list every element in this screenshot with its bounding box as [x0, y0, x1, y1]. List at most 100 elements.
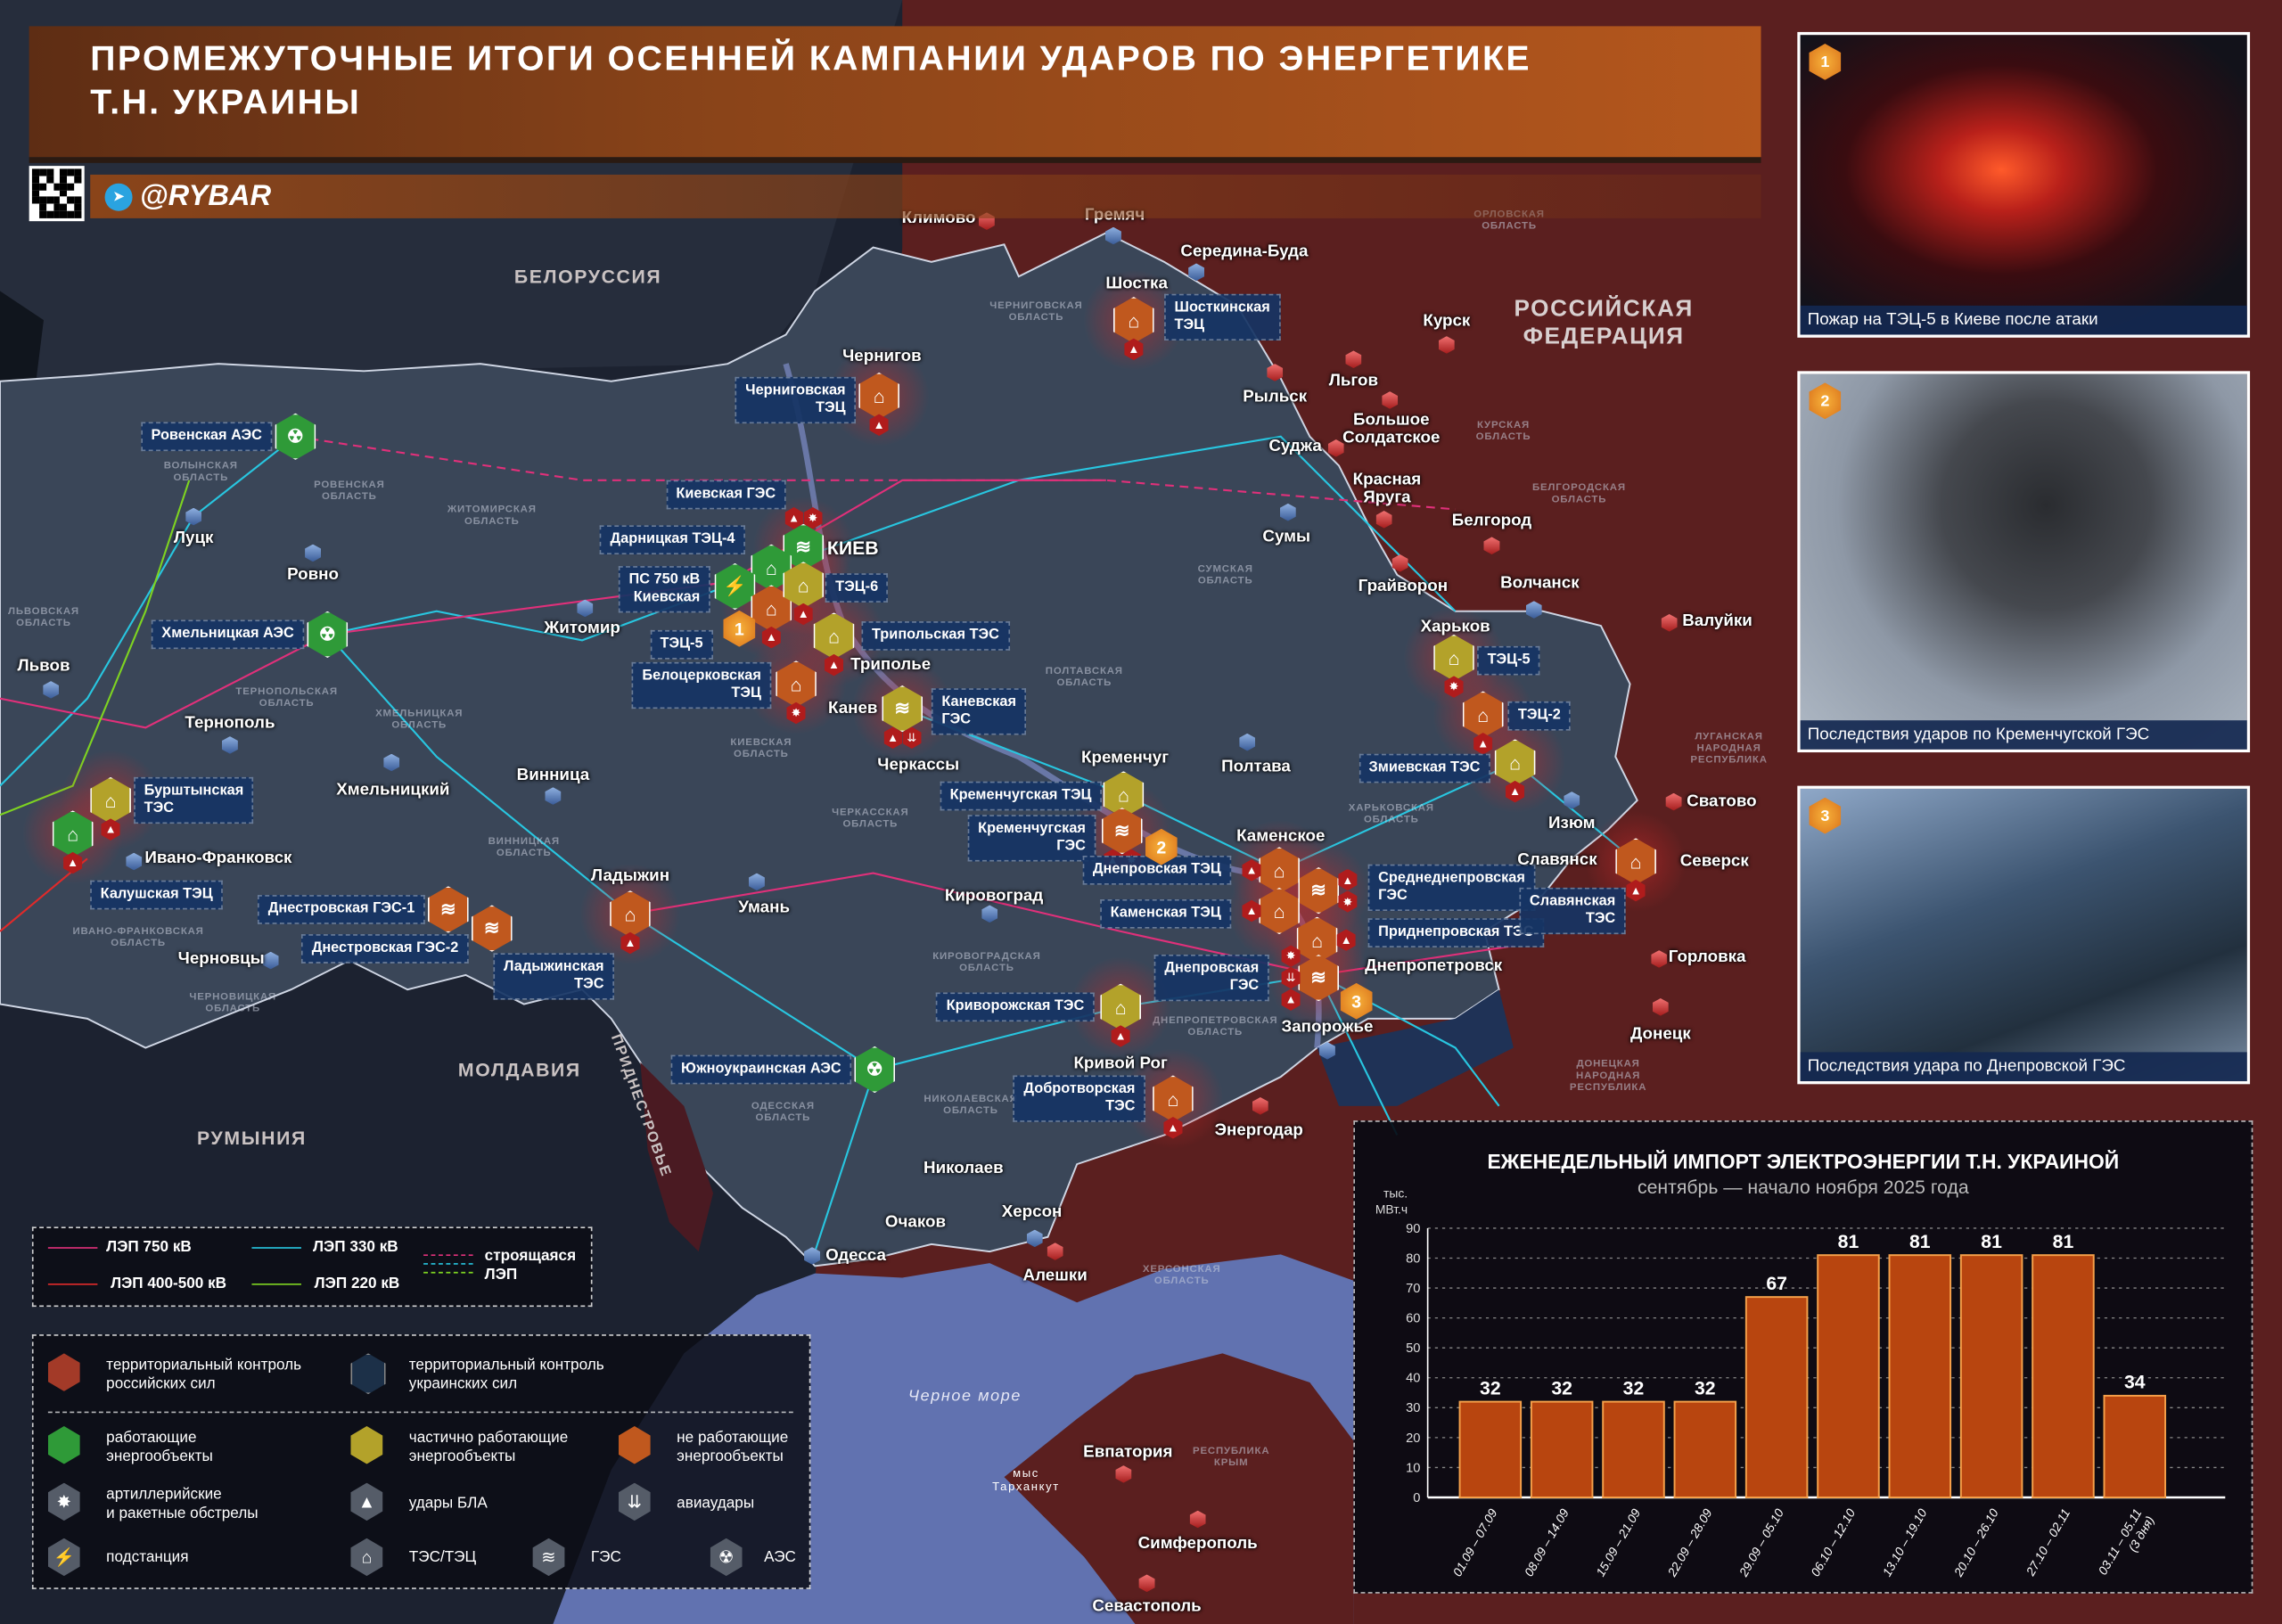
facility-label[interactable]: ТЭЦ-5: [1477, 645, 1541, 676]
facility-label[interactable]: Среднеднепровская ГЭС: [1367, 864, 1536, 912]
facility-label[interactable]: Каменская ТЭЦ: [1100, 898, 1232, 929]
qr-cell: [74, 190, 82, 198]
photo-3[interactable]: 3 Последствия удара по Днепровской ГЭС: [1797, 785, 2251, 1085]
facility-label[interactable]: Кременчугская ГЭС: [967, 815, 1096, 862]
bar: [1959, 1254, 2023, 1498]
qr-cell: [60, 210, 68, 218]
legend-line-750: ЛЭП 750 кВ: [106, 1238, 192, 1256]
city-label: Ивано-Франковск: [144, 849, 292, 868]
qr-cell: [38, 197, 46, 205]
facility-label[interactable]: Трипольская ТЭС: [861, 621, 1010, 651]
dam-icon: ≋: [1310, 879, 1327, 901]
city-label: Сумы: [1262, 528, 1311, 546]
power-plant-icon: ⌂: [1509, 751, 1521, 774]
drone-icon: ▲: [350, 1482, 383, 1521]
region-label: ХМЕЛЬНИЦКАЯ ОБЛАСТЬ: [375, 709, 464, 731]
facility-label[interactable]: Ладыжинская ТЭС: [493, 953, 614, 1000]
facility-label[interactable]: Днепровская ГЭС: [1153, 955, 1269, 1002]
dam-icon: ≋: [894, 697, 911, 719]
region-label: КИЕВСКАЯ ОБЛАСТЬ: [730, 737, 792, 760]
facility-label[interactable]: Бурштынская ТЭС: [134, 776, 254, 824]
power-line-legend: ЛЭП 750 кВ ЛЭП 330 кВ ЛЭП 400-500 кВ ЛЭП…: [31, 1226, 593, 1308]
city-marker: [1652, 997, 1669, 1016]
nuclear-icon: ☢: [286, 424, 304, 447]
drone-icon: ▲: [1473, 733, 1493, 755]
city-label: Черкассы: [877, 756, 960, 775]
ukraine-control-swatch: [350, 1353, 386, 1395]
facility-label[interactable]: Калушская ТЭЦ: [90, 880, 224, 910]
channel-bar: [90, 174, 1761, 218]
facility-label[interactable]: Криворожская ТЭС: [936, 992, 1095, 1022]
chart-title: ЕЖЕНЕДЕЛЬНЫЙ ИМПОРТ ЭЛЕКТРОЭНЕРГИИ Т.Н. …: [1487, 1149, 2120, 1173]
facility-label[interactable]: Хмельницкая АЭС: [151, 619, 305, 650]
facility-label[interactable]: Дарницкая ТЭЦ-4: [600, 525, 745, 555]
channel-handle[interactable]: @RYBAR: [139, 180, 272, 213]
region-label: ЧЕРКАССКАЯ ОБЛАСТЬ: [832, 808, 909, 830]
drone-icon: ▲: [1242, 899, 1261, 923]
drone-icon: ▲: [1124, 338, 1144, 361]
city-label: Ровно: [287, 566, 339, 584]
facility-label[interactable]: Белоцерковская ТЭЦ: [631, 661, 772, 709]
nuclear-icon: ☢: [318, 622, 336, 645]
bar: [1888, 1254, 1952, 1498]
facility-label[interactable]: Киевская ГЭС: [665, 480, 786, 510]
facility-label[interactable]: Днепровская ТЭЦ: [1082, 855, 1232, 885]
facility-label[interactable]: Днестровская ГЭС-2: [301, 934, 469, 964]
qr-code-icon[interactable]: [29, 166, 85, 222]
facility-label[interactable]: Приднепровская ТЭС: [1367, 918, 1544, 947]
power-plant-icon: ⌂: [624, 903, 636, 925]
photo-2[interactable]: 2 Последствия ударов по Кременчугской ГЭ…: [1797, 371, 2251, 753]
photo-1[interactable]: 1 Пожар на ТЭЦ-5 в Киеве после атаки: [1797, 31, 2251, 338]
drone-icon: ▲: [63, 851, 83, 874]
city-marker: [1239, 733, 1256, 751]
city-label: Черновцы: [177, 950, 265, 968]
facility-label[interactable]: Ровенская АЭС: [141, 422, 273, 452]
qr-cell: [53, 210, 61, 218]
city-label: Кременчуг: [1081, 749, 1170, 767]
facility-label[interactable]: Кременчугская ТЭЦ: [940, 781, 1102, 811]
city-label: Винница: [516, 767, 590, 784]
qr-cell: [53, 197, 61, 205]
facility-label[interactable]: Черниговская ТЭЦ: [735, 376, 856, 424]
legend-airstrike: авиаудары: [677, 1494, 755, 1513]
city-label: Львов: [17, 657, 70, 676]
city-label: Полтава: [1221, 758, 1291, 776]
drone-icon: ▲: [1242, 859, 1261, 882]
country-label: мыс Тарханкут: [992, 1466, 1060, 1494]
region-label: РЕСПУБЛИКА КРЫМ: [1193, 1446, 1270, 1469]
power-plant-icon: ⌂: [765, 597, 777, 619]
bar-value-label: 32: [1695, 1378, 1716, 1398]
facility-label[interactable]: Змиевская ТЭС: [1359, 753, 1490, 783]
facility-label[interactable]: ТЭЦ-2: [1507, 701, 1572, 731]
facility-label[interactable]: ТЭЦ-5: [650, 629, 713, 660]
qr-cell: [45, 210, 53, 218]
legend-line-400: ЛЭП 400-500 кВ: [111, 1275, 227, 1292]
legend-line-220: ЛЭП 220 кВ: [314, 1275, 400, 1292]
facility-label[interactable]: Шосткинская ТЭЦ: [1164, 293, 1281, 341]
photo-reference-marker[interactable]: 1: [723, 610, 756, 647]
city-label: Ладыжин: [590, 867, 670, 885]
city-label: Суджа: [1268, 438, 1322, 456]
facility-label[interactable]: Днестровская ГЭС-1: [258, 895, 425, 924]
y-tick-label: 90: [1406, 1222, 1420, 1236]
power-plant-icon: ⌂: [1167, 1087, 1179, 1110]
facility-label[interactable]: ТЭЦ-6: [825, 573, 889, 603]
pridnestrovie-area: [640, 1062, 713, 1252]
facility-label[interactable]: Добротворская ТЭС: [1013, 1075, 1145, 1122]
x-tick-label: 20.10 – 26.10: [1950, 1506, 2001, 1580]
telegram-icon[interactable]: ➤: [104, 183, 133, 211]
city-label: Изюм: [1547, 815, 1596, 833]
city-label: КИЕВ: [826, 537, 879, 559]
country-label: РОССИЙСКАЯ ФЕДЕРАЦИЯ: [1514, 297, 1694, 349]
x-tick-label-line: 20.10 – 26.10: [1950, 1506, 2001, 1580]
facility-label[interactable]: ПС 750 кВ Киевская: [619, 566, 710, 613]
qr-cell: [45, 183, 53, 191]
facility-label[interactable]: Славянская ТЭС: [1519, 887, 1626, 935]
bar-value-label: 81: [1909, 1232, 1931, 1252]
bomb-icon: ⇊: [618, 1482, 651, 1521]
facility-label[interactable]: Южноукраинская АЭС: [670, 1054, 852, 1085]
region-label: ЛУГАНСКАЯ НАРОДНАЯ РЕСПУБЛИКА: [1690, 732, 1768, 766]
city-label: Волчанск: [1500, 574, 1580, 593]
facility-label[interactable]: Каневская ГЭС: [931, 688, 1027, 735]
